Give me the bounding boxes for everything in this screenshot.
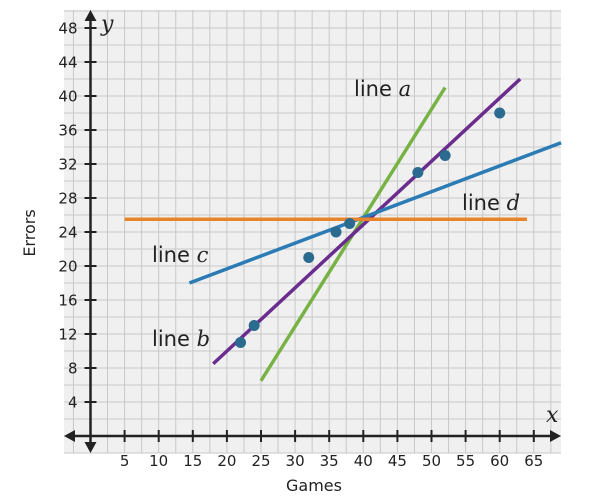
x-tick-label: 25: [251, 452, 270, 470]
y-tick-label: 4: [68, 394, 78, 412]
x-axis-variable: x: [546, 403, 559, 428]
x-tick-label: 10: [149, 452, 168, 470]
data-point: [494, 107, 506, 119]
y-axis-title: Errors: [20, 209, 39, 256]
y-tick-label: 16: [58, 292, 77, 310]
y-axis-arrow-top: [84, 10, 97, 21]
data-point: [235, 337, 247, 348]
data-points: [235, 107, 506, 348]
y-tick-label: 48: [58, 20, 77, 38]
y-axis-variable: y: [100, 12, 114, 37]
line-a-label: line a: [354, 77, 411, 101]
data-point: [412, 167, 424, 178]
x-tick-label: 35: [320, 452, 339, 470]
y-tick-label: 20: [58, 258, 77, 276]
x-axis-title: Games: [286, 476, 342, 495]
line-c-label: line c: [152, 243, 209, 267]
tick-labels: 5 10 15 20 25 30 35 40 45 50 55 60 65481216202428323…: [58, 20, 543, 471]
y-tick-label: 32: [58, 156, 77, 174]
x-tick-label: 30: [286, 452, 305, 470]
line-c: [188, 141, 562, 285]
x-tick-label: 5: [120, 452, 130, 470]
y-tick-label: 44: [58, 54, 77, 72]
line-labels: line a line b line c line d: [152, 77, 520, 351]
y-tick-label: 40: [58, 88, 77, 106]
x-tick-label: 65: [524, 452, 543, 470]
x-tick-label: 50: [422, 452, 441, 470]
y-tick-label: 28: [58, 190, 77, 208]
x-axis-arrow-right: [550, 430, 561, 442]
x-axis-arrow-left: [64, 430, 75, 442]
line-d-label: line d: [462, 191, 520, 215]
y-axis-arrow-bottom: [84, 442, 97, 453]
y-tick-label: 8: [68, 360, 78, 378]
data-point: [344, 218, 356, 229]
x-tick-label: 45: [388, 452, 407, 470]
x-tick-label: 20: [217, 452, 236, 470]
line-b-label: line b: [152, 327, 210, 351]
data-point: [248, 320, 260, 331]
data-point: [303, 252, 315, 263]
grid: [64, 10, 561, 454]
data-point: [439, 150, 451, 161]
axes: [64, 10, 561, 453]
data-point: [330, 226, 342, 238]
x-tick-label: 55: [456, 452, 475, 470]
line-b: [212, 77, 522, 366]
y-tick-label: 24: [58, 224, 77, 242]
x-tick-label: 40: [354, 452, 373, 470]
y-tick-label: 36: [58, 122, 77, 140]
y-tick-label: 12: [58, 326, 77, 344]
x-tick-label: 60: [490, 452, 509, 470]
fit-lines: [124, 77, 562, 382]
x-tick-label: 15: [183, 452, 202, 470]
